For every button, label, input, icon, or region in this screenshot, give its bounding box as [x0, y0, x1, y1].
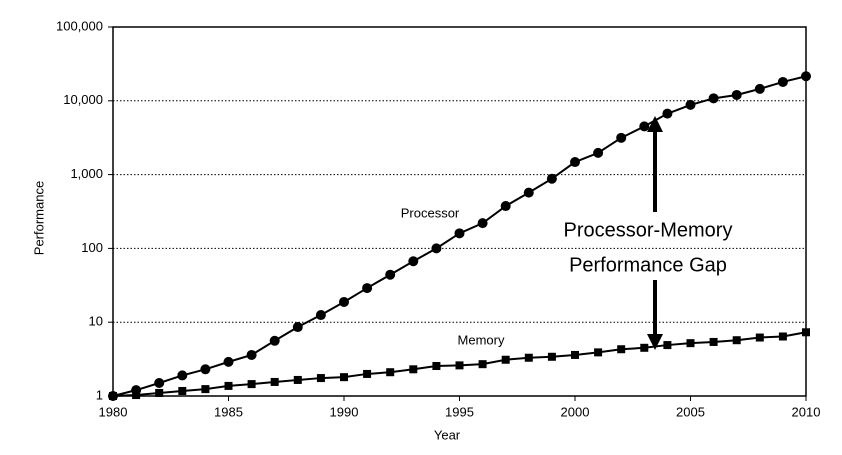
point	[409, 365, 418, 374]
point	[685, 99, 696, 110]
point	[524, 353, 533, 362]
point	[454, 228, 465, 239]
point	[385, 269, 396, 280]
point	[593, 147, 604, 158]
point	[292, 322, 303, 333]
plot-frame	[112, 26, 807, 397]
point	[109, 392, 117, 400]
x-tick-label: 1995	[445, 404, 474, 419]
point	[201, 385, 210, 394]
point	[547, 352, 556, 361]
point	[617, 345, 626, 354]
point	[269, 335, 280, 346]
x-tick-label: 2005	[676, 404, 705, 419]
series-label: Memory	[458, 332, 505, 347]
point	[501, 355, 510, 364]
x-tick-label: 2010	[792, 404, 821, 419]
point	[709, 337, 718, 346]
x-tick-label: 1990	[330, 404, 359, 419]
point	[477, 218, 488, 229]
point	[801, 71, 811, 82]
y-tick-label: 10	[89, 314, 103, 329]
y-tick-label: 100	[81, 240, 103, 255]
annotation: Performance Gap	[569, 254, 727, 276]
point	[339, 296, 349, 307]
point	[662, 108, 673, 119]
point	[686, 339, 695, 348]
point	[640, 343, 649, 352]
point	[155, 388, 164, 397]
point	[432, 361, 441, 370]
series-label: Processor	[401, 205, 460, 220]
point	[386, 368, 395, 377]
point	[316, 374, 325, 383]
x-axis-label: Year	[434, 427, 461, 442]
point	[246, 349, 257, 360]
point	[755, 333, 764, 342]
point	[616, 132, 627, 143]
point	[408, 256, 419, 267]
point	[224, 381, 233, 390]
point	[570, 157, 580, 168]
point	[340, 373, 348, 382]
point	[363, 369, 372, 378]
point	[778, 332, 787, 341]
y-tick-label: 1,000	[70, 166, 103, 181]
y-tick-label: 10,000	[63, 92, 103, 107]
point	[431, 243, 442, 254]
point	[708, 93, 719, 104]
point	[732, 336, 741, 345]
point	[362, 283, 373, 294]
point	[154, 378, 165, 389]
point	[178, 386, 187, 395]
point	[546, 173, 557, 184]
x-tick-label: 1985	[214, 404, 243, 419]
point	[523, 187, 534, 198]
annotation: Processor-Memory	[564, 219, 733, 241]
point	[247, 380, 256, 389]
point	[639, 121, 650, 132]
point	[594, 348, 603, 357]
x-tick-label: 2000	[561, 404, 590, 419]
x-tick-label: 1980	[99, 404, 128, 419]
point	[200, 364, 211, 375]
y-tick-label: 100,000	[56, 18, 103, 33]
point	[802, 328, 810, 337]
point	[293, 375, 302, 384]
point	[777, 76, 788, 87]
point	[571, 350, 579, 359]
point	[731, 89, 742, 100]
point	[754, 83, 765, 94]
y-axis-label: Performance	[31, 181, 46, 255]
point	[315, 310, 326, 321]
point	[177, 370, 188, 381]
point	[132, 391, 141, 400]
point	[663, 341, 672, 350]
point	[270, 377, 279, 386]
y-tick-label: 1	[96, 387, 103, 402]
point	[455, 361, 464, 370]
point	[223, 356, 234, 367]
point	[478, 360, 487, 369]
point	[500, 201, 511, 212]
